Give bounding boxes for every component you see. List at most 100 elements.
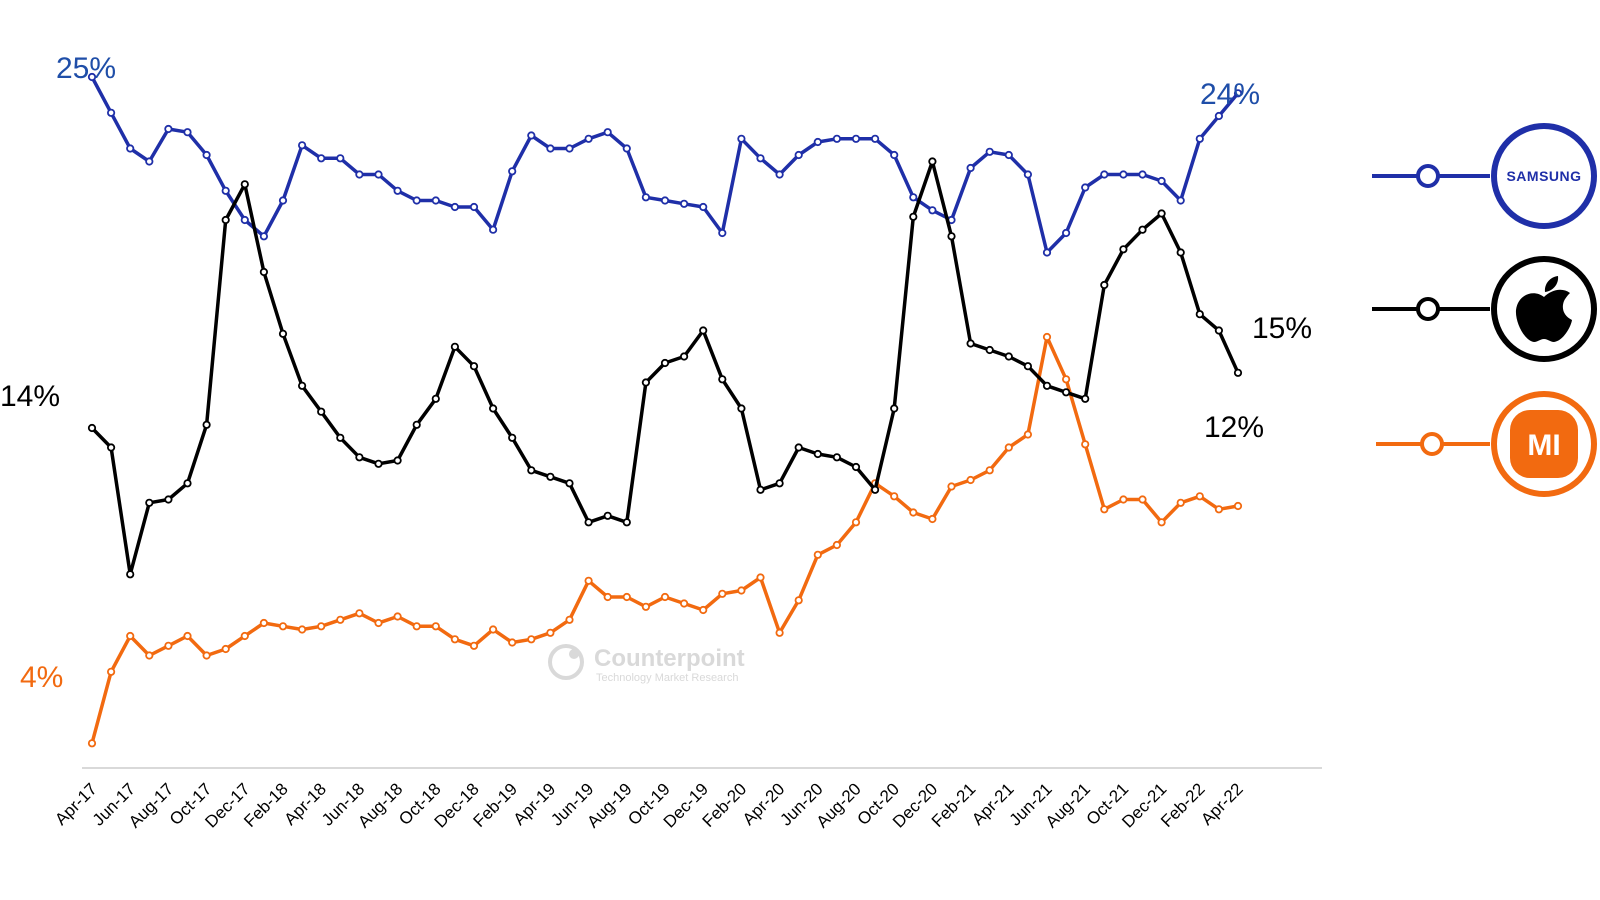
data-point-apple bbox=[1157, 209, 1166, 218]
data-point-xiaomi bbox=[1233, 501, 1243, 511]
data-point-apple bbox=[107, 443, 116, 452]
data-point-samsung bbox=[794, 150, 803, 160]
data-point-samsung bbox=[565, 144, 574, 153]
samsung-logo-text: SAMSUNG bbox=[1506, 168, 1581, 184]
data-point-samsung bbox=[909, 193, 918, 202]
data-point-xiaomi bbox=[431, 622, 440, 631]
data-point-samsung bbox=[1042, 248, 1052, 257]
data-point-samsung bbox=[527, 131, 536, 140]
data-point-samsung bbox=[508, 167, 517, 176]
series-xiaomi bbox=[87, 332, 1243, 748]
data-point-xiaomi bbox=[1195, 492, 1204, 501]
data-point-apple bbox=[851, 462, 861, 472]
data-point-apple bbox=[336, 433, 345, 442]
legend-apple-marker bbox=[1416, 297, 1440, 321]
data-point-samsung bbox=[431, 196, 440, 205]
data-point-xiaomi bbox=[145, 651, 154, 660]
data-point-apple bbox=[737, 404, 746, 413]
watermark-tagline: Technology Market Research bbox=[596, 672, 738, 684]
data-point-xiaomi bbox=[966, 475, 975, 485]
data-point-samsung bbox=[221, 186, 230, 195]
data-point-apple bbox=[145, 498, 154, 507]
data-point-apple bbox=[1004, 352, 1013, 361]
data-point-xiaomi bbox=[699, 605, 708, 615]
data-point-samsung bbox=[1233, 89, 1243, 98]
data-point-apple bbox=[221, 215, 230, 225]
data-point-apple bbox=[1023, 362, 1033, 371]
data-point-samsung bbox=[1195, 134, 1204, 143]
data-point-xiaomi bbox=[393, 612, 402, 621]
data-point-xiaomi bbox=[909, 508, 918, 517]
data-point-samsung bbox=[145, 157, 154, 166]
data-point-xiaomi bbox=[107, 667, 116, 676]
data-point-apple bbox=[565, 479, 574, 488]
data-point-samsung bbox=[1062, 228, 1071, 238]
data-point-xiaomi bbox=[259, 618, 268, 628]
data-point-apple bbox=[660, 358, 670, 368]
xiaomi-start-label: 4% bbox=[20, 661, 63, 694]
data-point-xiaomi bbox=[928, 514, 937, 524]
watermark-brand: Counterpoint bbox=[594, 645, 745, 672]
data-point-apple bbox=[183, 479, 192, 488]
samsung-logo-icon bbox=[1491, 123, 1597, 229]
data-point-apple bbox=[813, 449, 822, 459]
data-point-apple bbox=[1100, 280, 1109, 290]
data-point-xiaomi bbox=[1214, 505, 1224, 514]
data-point-apple bbox=[278, 329, 288, 338]
data-point-apple bbox=[202, 420, 211, 429]
data-point-xiaomi bbox=[565, 615, 574, 624]
data-point-apple bbox=[966, 339, 975, 348]
data-point-samsung bbox=[1176, 196, 1185, 205]
data-point-samsung bbox=[622, 144, 631, 153]
data-point-xiaomi bbox=[126, 631, 135, 641]
samsung-end-label: 24% bbox=[1200, 78, 1260, 111]
x-tick-label: Feb-22 bbox=[1157, 779, 1209, 831]
data-point-apple bbox=[164, 495, 173, 504]
data-point-samsung bbox=[297, 141, 307, 150]
data-point-apple bbox=[909, 212, 918, 221]
data-point-samsung bbox=[737, 134, 746, 143]
data-point-apple bbox=[450, 342, 459, 351]
data-point-xiaomi bbox=[813, 550, 822, 559]
data-point-xiaomi bbox=[87, 739, 97, 748]
data-point-samsung bbox=[1081, 183, 1090, 192]
data-point-xiaomi bbox=[641, 602, 651, 611]
data-point-apple bbox=[126, 570, 135, 579]
data-point-samsung bbox=[317, 154, 326, 163]
data-point-xiaomi bbox=[890, 492, 899, 501]
data-point-samsung bbox=[718, 228, 727, 238]
data-point-samsung bbox=[164, 124, 173, 134]
data-point-xiaomi bbox=[508, 638, 517, 647]
data-point-xiaomi bbox=[1042, 332, 1052, 342]
legend-samsung-marker bbox=[1416, 164, 1440, 188]
data-point-samsung bbox=[1004, 150, 1013, 160]
data-point-samsung bbox=[1157, 176, 1166, 186]
data-point-apple bbox=[1214, 326, 1224, 335]
data-point-apple bbox=[641, 378, 651, 387]
data-point-samsung bbox=[756, 154, 765, 163]
data-point-apple bbox=[431, 394, 440, 403]
data-point-apple bbox=[508, 433, 517, 442]
data-point-samsung bbox=[107, 108, 116, 117]
data-point-xiaomi bbox=[1119, 495, 1128, 504]
data-point-xiaomi bbox=[1176, 498, 1185, 507]
data-point-samsung bbox=[660, 196, 670, 205]
legend-xiaomi-marker bbox=[1420, 432, 1444, 456]
data-point-samsung bbox=[202, 150, 211, 160]
data-point-apple bbox=[985, 345, 994, 355]
data-point-xiaomi bbox=[546, 628, 555, 637]
x-axis-tick-labels: Apr-17Jun-17Aug-17Oct-17Dec-17Feb-18Apr-… bbox=[51, 779, 1247, 831]
data-point-xiaomi bbox=[278, 622, 288, 631]
data-point-samsung bbox=[259, 232, 268, 241]
data-point-xiaomi bbox=[947, 482, 956, 491]
data-point-xiaomi bbox=[488, 625, 498, 634]
apple-logo-icon bbox=[1515, 276, 1572, 342]
data-point-xiaomi bbox=[412, 622, 421, 631]
data-point-samsung bbox=[1023, 170, 1033, 179]
data-point-samsung bbox=[488, 225, 498, 234]
data-point-xiaomi bbox=[985, 466, 994, 475]
data-point-apple bbox=[890, 404, 899, 413]
series-apple bbox=[87, 157, 1243, 579]
counterpoint-logo-dot bbox=[569, 649, 579, 659]
legend-xiaomi: MI bbox=[1376, 391, 1597, 497]
